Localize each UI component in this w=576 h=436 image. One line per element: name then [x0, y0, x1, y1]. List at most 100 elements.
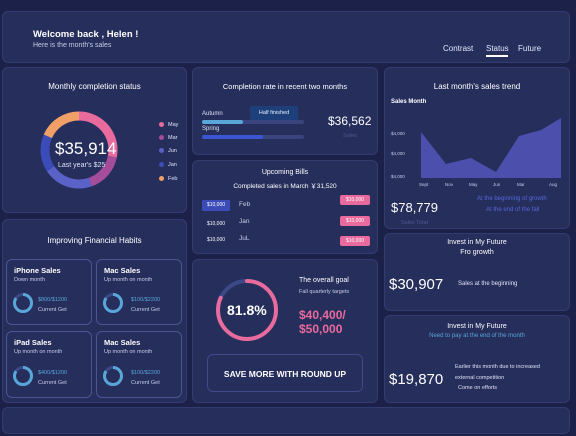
- trend-ytick: $4,000: [391, 174, 405, 179]
- monthly-donut: [40, 111, 118, 189]
- habit-card[interactable]: iPad Sales Up month on month $400/$1200 …: [6, 331, 92, 398]
- invest1-note: Sales at the beginning: [458, 281, 518, 287]
- footer-panel: [2, 407, 570, 434]
- bill-pill-button[interactable]: $10,000: [340, 216, 370, 226]
- tab-future[interactable]: Future: [518, 44, 542, 53]
- habit-card-amount: $400/$1200: [38, 370, 68, 376]
- autumn-bar-fill: [202, 120, 243, 124]
- invest2-title: Invest in My Future: [447, 323, 507, 330]
- invest2-sub: Need to pay at the end of the month: [429, 333, 525, 339]
- habit-progress-ring: [103, 366, 123, 386]
- trend-xtick: Sept: [419, 182, 429, 187]
- spring-bar-track: [202, 135, 304, 139]
- invest1-title: Invest in My Future: [447, 239, 507, 246]
- trend-ytick: $4,000: [391, 131, 405, 136]
- spring-label: Spring: [202, 126, 220, 132]
- legend-dot: [159, 122, 164, 128]
- habit-card[interactable]: Mac Sales Up month on month $100/$2200 C…: [96, 331, 182, 398]
- monthly-sub: Last year's $25: [58, 162, 106, 169]
- trend-xtick: Mar: [517, 182, 525, 187]
- trend-area-chart: [421, 118, 561, 178]
- welcome-subtitle: Here is the month's sales: [33, 42, 112, 49]
- habit-card-title: iPhone Sales: [14, 266, 61, 275]
- bill-amount: $10,000: [206, 221, 226, 227]
- habit-card-sub: Up month on month: [104, 277, 153, 283]
- goal-sub: Fall quarterly targets: [299, 289, 350, 295]
- bill-pill-button[interactable]: $10,000: [340, 195, 370, 205]
- habit-card-sub: Up month on month: [14, 349, 63, 355]
- goal-progress-ring: [216, 279, 278, 341]
- habit-card-title: Mac Sales: [104, 266, 141, 275]
- invest2-note-1: Earlier this month due to increased: [455, 364, 540, 370]
- save-round-up-label: SAVE MORE WITH ROUND UP: [223, 369, 347, 379]
- habit-card-label: Current Get: [131, 380, 160, 386]
- habit-card-sub: Up month on month: [104, 349, 153, 355]
- bills-subtitle: Completed sales in March ￥31,520: [233, 183, 337, 190]
- legend-dot: [159, 176, 164, 182]
- habit-progress-ring: [13, 366, 33, 386]
- tab-status-underline: [486, 55, 508, 57]
- trend-title: Last month's sales trend: [433, 82, 521, 91]
- habit-card[interactable]: Mac Sales Up month on month $100/$2200 C…: [96, 259, 182, 325]
- bill-month: Feb: [239, 201, 251, 208]
- invest2-note-2: external competition: [455, 375, 505, 381]
- legend-dot: [159, 162, 164, 168]
- half-finished-badge: Half finished: [250, 106, 298, 120]
- habit-progress-ring: [103, 293, 123, 313]
- habit-card-sub: Down month: [14, 277, 45, 283]
- save-round-up-button[interactable]: SAVE MORE WITH ROUND UP: [207, 354, 363, 392]
- habit-card-label: Current Get: [38, 380, 67, 386]
- legend-item: Mar: [159, 135, 177, 141]
- invest2-value: $19,870: [389, 371, 444, 388]
- habit-card-label: Current Get: [131, 307, 160, 313]
- trend-xtick: Jun: [493, 182, 501, 187]
- habit-card-amount: $800/$1200: [38, 297, 68, 303]
- bill-amount: $10,000: [206, 237, 226, 243]
- legend-item: May: [159, 122, 178, 128]
- goal-amount: $40,400/ $50,000: [299, 308, 346, 336]
- tab-contrast[interactable]: Contrast: [443, 44, 474, 53]
- invest1-sub: Fro growth: [460, 249, 494, 256]
- bill-month: JuL: [239, 235, 250, 242]
- welcome-title: Welcome back , Helen !: [33, 29, 139, 40]
- trend-subtitle: Sales Month: [391, 99, 427, 105]
- legend-item: Jun: [159, 148, 177, 154]
- trend-note-1: At the beginning of growth: [477, 196, 547, 202]
- goal-title: The overall goal: [299, 277, 349, 284]
- completion-rate-panel: Completion rate in recent two months Aut…: [192, 67, 378, 155]
- habit-card-label: Current Get: [38, 307, 67, 313]
- habit-progress-ring: [13, 293, 33, 313]
- completion-unit: Sales: [343, 133, 357, 139]
- legend-dot: [159, 135, 164, 141]
- trend-xtick: May: [469, 182, 478, 187]
- monthly-completion-panel: Monthly completion status $35,914 Last y…: [2, 67, 187, 213]
- bill-month: Jan: [239, 218, 250, 225]
- habit-card-title: iPad Sales: [14, 338, 52, 347]
- goal-percent: 81.8%: [227, 302, 267, 318]
- header-panel: Welcome back , Helen ! Here is the month…: [2, 11, 570, 63]
- trend-value: $78,779: [391, 200, 438, 215]
- bill-amount: $10,000: [202, 200, 230, 211]
- legend-item: Jan: [159, 162, 177, 168]
- invest-month-end-panel: Invest in My Future Need to pay at the e…: [384, 315, 570, 403]
- completion-value: $36,562: [328, 114, 372, 128]
- legend-item: Feb: [159, 176, 177, 182]
- monthly-value: $35,914: [55, 139, 117, 158]
- trend-xtick: Aug: [549, 182, 558, 187]
- monthly-title: Monthly completion status: [48, 82, 141, 91]
- bill-pill-button[interactable]: $10,000: [340, 236, 370, 246]
- trend-xtick: Nov: [445, 182, 454, 187]
- spring-bar-fill: [202, 135, 264, 139]
- completion-title: Completion rate in recent two months: [222, 82, 348, 91]
- trend-ytick: $4,000: [391, 151, 405, 156]
- autumn-bar-track: [202, 120, 304, 124]
- habit-card-amount: $100/$2200: [131, 297, 161, 303]
- trend-value-note: Sales Total: [401, 220, 428, 226]
- habit-card-amount: $100/$2200: [131, 370, 161, 376]
- autumn-label: Autumn: [202, 111, 223, 117]
- habits-title: Improving Financial Habits: [47, 236, 142, 245]
- trend-note-2: At the end of the fall: [486, 207, 540, 213]
- sales-trend-panel: Last month's sales trend Sales Month $4,…: [384, 67, 570, 229]
- habit-card[interactable]: iPhone Sales Down month $800/$1200 Curre…: [6, 259, 92, 325]
- tab-status[interactable]: Status: [486, 44, 509, 53]
